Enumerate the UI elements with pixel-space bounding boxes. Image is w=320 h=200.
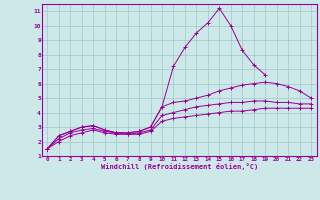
X-axis label: Windchill (Refroidissement éolien,°C): Windchill (Refroidissement éolien,°C) (100, 163, 258, 170)
